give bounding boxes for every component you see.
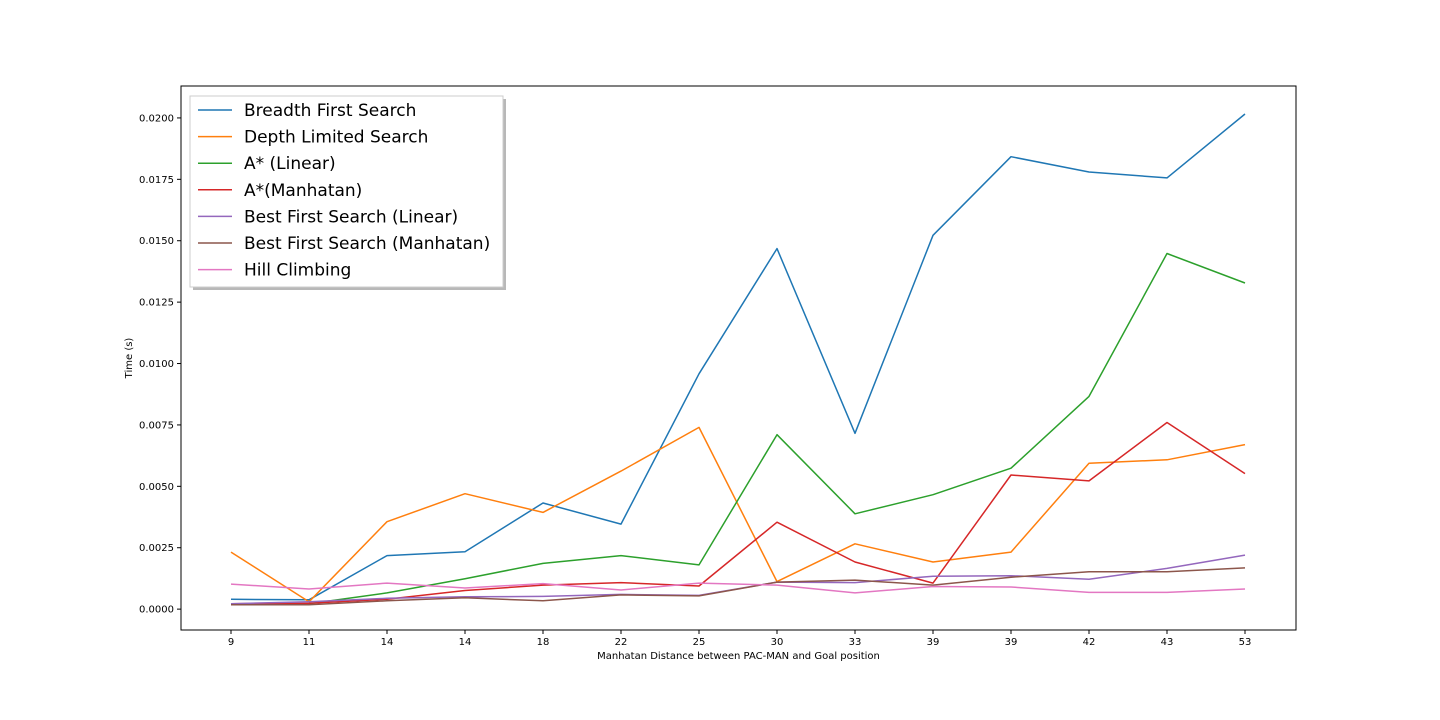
series-line-5 <box>231 567 1246 606</box>
x-tick-label: 39 <box>1005 637 1018 648</box>
x-axis-label: Manhatan Distance between PAC-MAN and Go… <box>597 651 880 662</box>
y-tick-label: 0.0100 <box>139 359 174 370</box>
legend-label-0: Breadth First Search <box>244 101 416 121</box>
x-tick-label: 14 <box>381 637 394 648</box>
x-tick-label: 14 <box>459 637 472 648</box>
y-tick-label: 0.0200 <box>139 113 174 124</box>
legend-box <box>189 95 504 288</box>
legend-label-6: Hill Climbing <box>244 261 351 281</box>
x-tick-label: 11 <box>303 637 316 648</box>
y-axis-label: Time (s) <box>124 338 135 380</box>
legend-label-3: A*(Manhatan) <box>244 181 362 201</box>
x-tick-label: 18 <box>537 637 550 648</box>
series-line-2 <box>230 252 1246 605</box>
y-tick-label: 0.0075 <box>139 420 174 431</box>
legend-label-4: Best First Search (Linear) <box>244 207 458 227</box>
series-lines <box>230 113 1246 606</box>
x-tick-label: 42 <box>1083 637 1096 648</box>
legend-label-5: Best First Search (Manhatan) <box>244 234 490 254</box>
x-tick-label: 53 <box>1239 637 1252 648</box>
legend-label-1: Depth Limited Search <box>244 128 428 148</box>
x-tick-label: 22 <box>615 637 628 648</box>
series-line-0 <box>230 113 1246 601</box>
x-tick-label: 30 <box>771 637 784 648</box>
legend: Breadth First Search Depth Limited Search… <box>189 95 506 290</box>
y-tick-label: 0.0050 <box>139 482 174 493</box>
x-tick-label: 43 <box>1161 637 1174 648</box>
series-line-1 <box>230 426 1246 603</box>
axes: 9 11 14 14 18 22 25 30 33 39 39 42 43 53 0.0000 0.0025 0… <box>139 85 1297 648</box>
y-tick-label: 0.0175 <box>139 175 174 186</box>
legend-label-2: A* (Linear) <box>244 154 336 174</box>
y-tick-label: 0.0025 <box>139 543 174 554</box>
x-tick-label: 25 <box>693 637 706 648</box>
y-tick-label: 0.0000 <box>139 605 174 616</box>
x-tick-label: 39 <box>927 637 940 648</box>
x-tick-label: 33 <box>849 637 862 648</box>
y-tick-label: 0.0150 <box>139 236 174 247</box>
y-tick-label: 0.0125 <box>139 298 174 309</box>
axes-frame <box>180 85 1297 631</box>
series-line-6 <box>230 582 1246 594</box>
x-tick-label: 9 <box>228 637 234 648</box>
